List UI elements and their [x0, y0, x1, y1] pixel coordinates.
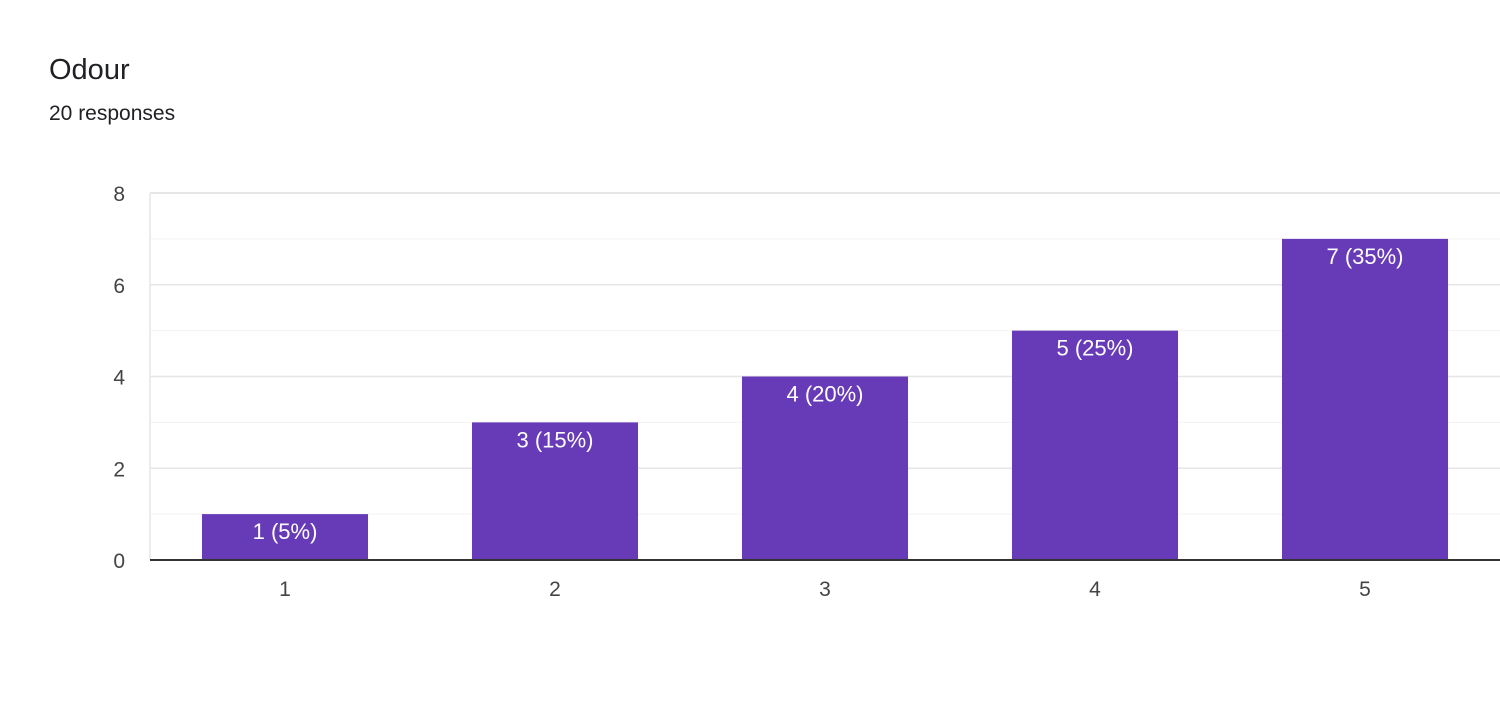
y-tick-label: 8 [113, 183, 125, 206]
y-tick-label: 6 [113, 275, 125, 298]
x-tick-label: 4 [1089, 578, 1101, 601]
y-tick-label: 0 [113, 550, 125, 573]
y-tick-label: 4 [113, 367, 125, 390]
bar [1011, 330, 1179, 560]
bar-data-label: 5 (25%) [1056, 336, 1133, 361]
question-title: Odour [49, 54, 130, 86]
bar [201, 514, 369, 560]
bar [741, 376, 909, 560]
bar-data-label: 7 (35%) [1326, 244, 1403, 269]
x-tick-label: 3 [819, 578, 831, 601]
bar-data-label: 1 (5%) [253, 519, 318, 544]
bar [471, 422, 639, 560]
bar-data-label: 4 (20%) [786, 382, 863, 407]
response-count: 20 responses [49, 102, 176, 125]
y-tick-label: 2 [113, 458, 125, 481]
bar-data-label: 3 (15%) [516, 427, 593, 452]
x-tick-label: 2 [549, 578, 561, 601]
x-tick-label: 1 [279, 578, 291, 601]
bar [1281, 238, 1449, 560]
x-tick-label: 5 [1359, 578, 1371, 601]
